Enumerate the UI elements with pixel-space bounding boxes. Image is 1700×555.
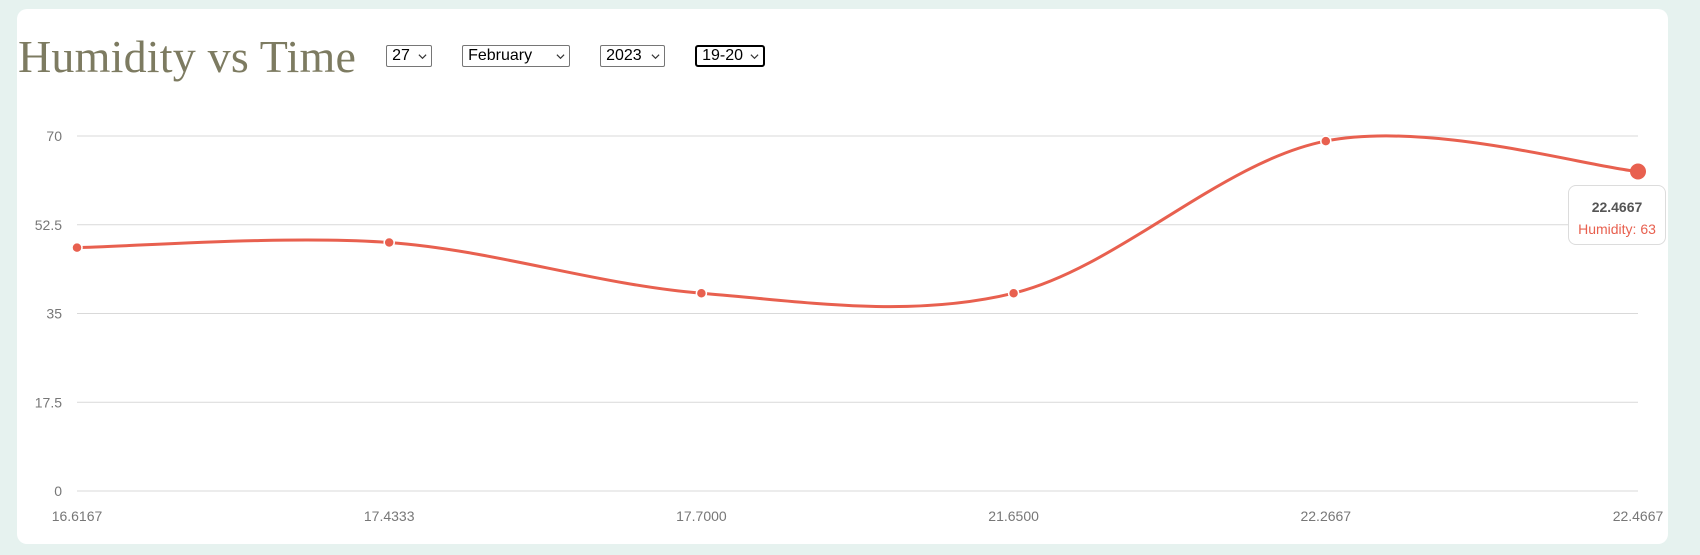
tooltip-value: Humidity: 63 [1578, 221, 1656, 237]
data-point [1320, 135, 1332, 147]
data-point-active [1630, 163, 1646, 180]
chart-card [17, 9, 1668, 544]
chevron-down-icon [750, 53, 759, 59]
chevron-down-icon [418, 53, 427, 59]
year-select-value: 2023 [606, 47, 642, 64]
year-select[interactable]: 2023 [600, 45, 666, 67]
hour-range-select-value: 19-20 [702, 47, 743, 64]
x-tick-label: 17.7000 [676, 508, 727, 524]
data-point [71, 241, 83, 254]
chevron-down-icon [556, 53, 565, 59]
chevron-down-icon [651, 53, 660, 59]
x-tick-label: 16.6167 [52, 508, 103, 524]
x-tick-label: 17.4333 [364, 508, 415, 524]
data-point [1007, 287, 1020, 299]
chart-header: Humidity vs Time 27 February 2023 19-20 [18, 26, 795, 86]
y-tick-label: 17.5 [35, 394, 62, 410]
data-point [383, 236, 395, 249]
y-tick-label: 52.5 [35, 217, 62, 233]
y-tick-label: 70 [46, 128, 62, 144]
y-tick-label: 0 [54, 483, 62, 499]
tooltip-label: 22.4667 [1591, 199, 1643, 215]
month-select-value: February [468, 47, 533, 64]
humidity-series-line [76, 134, 1639, 309]
data-point [695, 287, 708, 299]
month-select[interactable]: February [462, 45, 571, 67]
day-select-value: 27 [392, 47, 410, 64]
x-tick-label: 22.2667 [1300, 508, 1351, 524]
hour-range-select[interactable]: 19-20 [695, 45, 766, 67]
y-tick-label: 35 [46, 306, 62, 322]
x-tick-label: 22.4667 [1613, 508, 1664, 524]
chart-tooltip: 22.4667 Humidity: 63 [1568, 185, 1666, 245]
x-tick-label: 21.6500 [988, 508, 1039, 524]
page-title: Humidity vs Time [18, 30, 357, 82]
day-select[interactable]: 27 [386, 45, 433, 67]
